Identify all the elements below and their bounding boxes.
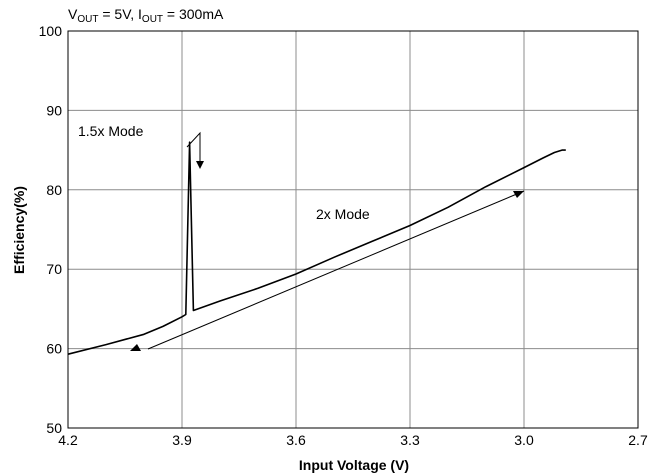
arrow-2x-mode-head-right <box>513 191 524 198</box>
x-tick-label: 3.6 <box>286 432 306 448</box>
annotation-2x-mode: 2x Mode <box>316 206 370 222</box>
y-tick-label: 80 <box>46 182 62 198</box>
arrow-2x-mode-line <box>147 190 525 350</box>
x-axis-title: Input Voltage (V) <box>299 457 409 473</box>
arrow-1-5x-mode <box>186 131 204 169</box>
y-tick-label: 90 <box>46 102 62 118</box>
y-tick-label: 50 <box>46 420 62 436</box>
annotation-1-5x-mode: 1.5x Mode <box>78 123 144 139</box>
x-tick-label: 3.3 <box>400 432 420 448</box>
tick-labels: 4.2 3.9 3.6 3.3 3.0 2.7 100 90 80 70 60 50 <box>39 23 648 448</box>
x-tick-label: 2.7 <box>628 432 648 448</box>
chart-title: VOUT = 5V, IOUT = 300mA <box>68 6 224 25</box>
y-axis-title: Efficiency(%) <box>11 186 27 274</box>
efficiency-series-line <box>67 141 566 355</box>
y-tick-label: 60 <box>46 341 62 357</box>
series-layer <box>67 141 566 355</box>
x-tick-label: 3.9 <box>172 432 192 448</box>
arrow-2x-mode-head-left <box>130 344 141 351</box>
grid-lines <box>68 31 638 428</box>
plot-frame <box>67 30 639 429</box>
x-tick-label: 4.2 <box>58 432 78 448</box>
annotations: 1.5x Mode 2x Mode <box>78 123 525 351</box>
x-tick-label: 3.0 <box>514 432 534 448</box>
y-tick-label: 100 <box>39 23 63 39</box>
y-tick-label: 70 <box>46 261 62 277</box>
